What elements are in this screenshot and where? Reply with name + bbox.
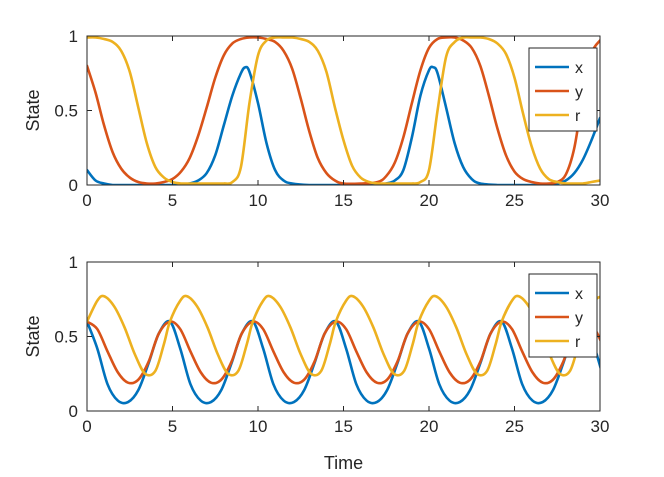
legend-label-y: y (575, 310, 583, 327)
legend-label-x: x (575, 286, 583, 303)
x-axis-label: Time (324, 453, 363, 473)
x-tick-label: 25 (505, 191, 524, 210)
x-tick-label: 15 (334, 417, 353, 436)
chart-panel-2: 0 5 10 15 20 25 30 0 0.5 1 State Time xyr (23, 253, 609, 473)
y-axis-label: State (23, 315, 43, 357)
x-tick-label: 10 (249, 417, 268, 436)
legend-box (528, 47, 598, 132)
x-tick-label: 20 (420, 191, 439, 210)
legend-label-x: x (575, 60, 583, 77)
plot-area (87, 36, 600, 185)
x-tick-label: 0 (82, 191, 91, 210)
legend-box (528, 273, 598, 358)
series-line-r (87, 294, 600, 377)
chart-panel-1: 0 5 10 15 20 25 30 0 0.5 1 State xyr (23, 27, 609, 210)
y-tick-label: 1 (69, 253, 78, 272)
x-tick-label: 10 (249, 191, 268, 210)
x-tick-label: 20 (420, 417, 439, 436)
legend: xyr (528, 47, 598, 132)
series-line-x (87, 319, 600, 405)
x-tick-label: 30 (591, 191, 610, 210)
series-line-y (87, 320, 600, 385)
legend-label-r: r (575, 108, 581, 125)
y-axis-label: State (23, 89, 43, 131)
x-tick-label: 30 (591, 417, 610, 436)
x-tick-label: 15 (334, 191, 353, 210)
x-tick-label: 25 (505, 417, 524, 436)
x-tick-label: 0 (82, 417, 91, 436)
y-tick-label: 0.5 (54, 102, 78, 121)
legend-label-r: r (575, 334, 581, 351)
y-tick-label: 0 (69, 402, 78, 421)
legend-label-y: y (575, 84, 583, 101)
legend: xyr (528, 273, 598, 358)
x-tick-label: 5 (168, 191, 177, 210)
y-tick-label: 0 (69, 176, 78, 195)
y-tick-label: 0.5 (54, 328, 78, 347)
y-tick-label: 1 (69, 27, 78, 46)
x-tick-label: 5 (168, 417, 177, 436)
series-lines (87, 294, 600, 405)
